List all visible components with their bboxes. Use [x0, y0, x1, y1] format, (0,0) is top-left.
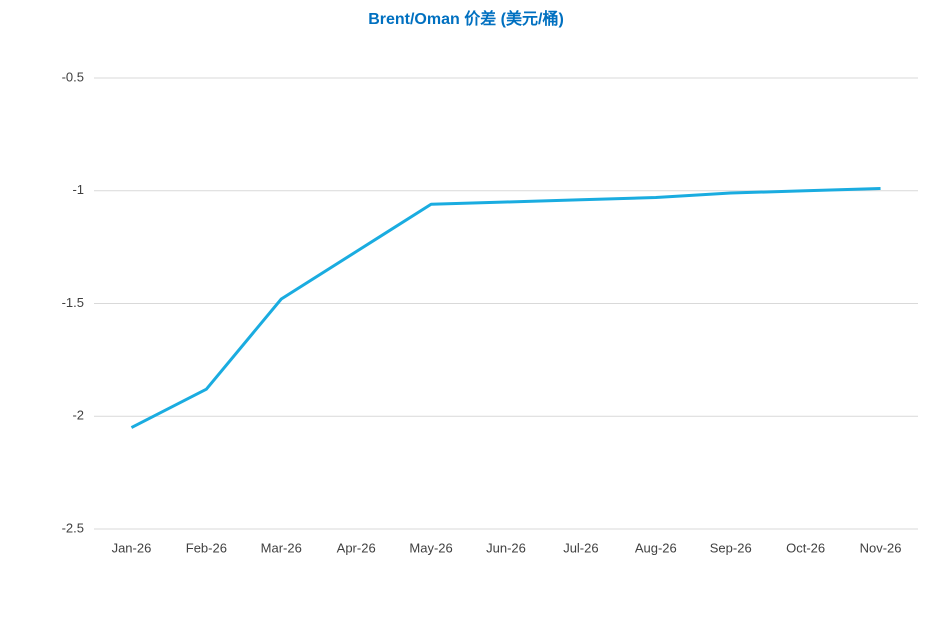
y-tick-label: -1.5 — [62, 295, 84, 310]
y-tick-label: -1 — [72, 182, 84, 197]
x-tick-label: Apr-26 — [337, 540, 376, 555]
x-tick-label: Oct-26 — [786, 540, 825, 555]
x-tick-label: Jan-26 — [112, 540, 152, 555]
x-tick-label: Jul-26 — [563, 540, 598, 555]
x-tick-label: May-26 — [409, 540, 452, 555]
y-tick-label: -0.5 — [62, 69, 84, 84]
x-tick-label: Jun-26 — [486, 540, 526, 555]
data-line — [130, 186, 881, 429]
x-tick-label: Nov-26 — [860, 540, 902, 555]
x-tick-label: Aug-26 — [635, 540, 677, 555]
x-tick-label: Mar-26 — [261, 540, 302, 555]
x-tick-label: Feb-26 — [186, 540, 227, 555]
chart-title: Brent/Oman 价差 (美元/桶) — [368, 9, 564, 28]
x-tick-label: Sep-26 — [710, 540, 752, 555]
y-tick-label: -2.5 — [62, 520, 84, 535]
y-tick-label: -2 — [72, 408, 84, 423]
